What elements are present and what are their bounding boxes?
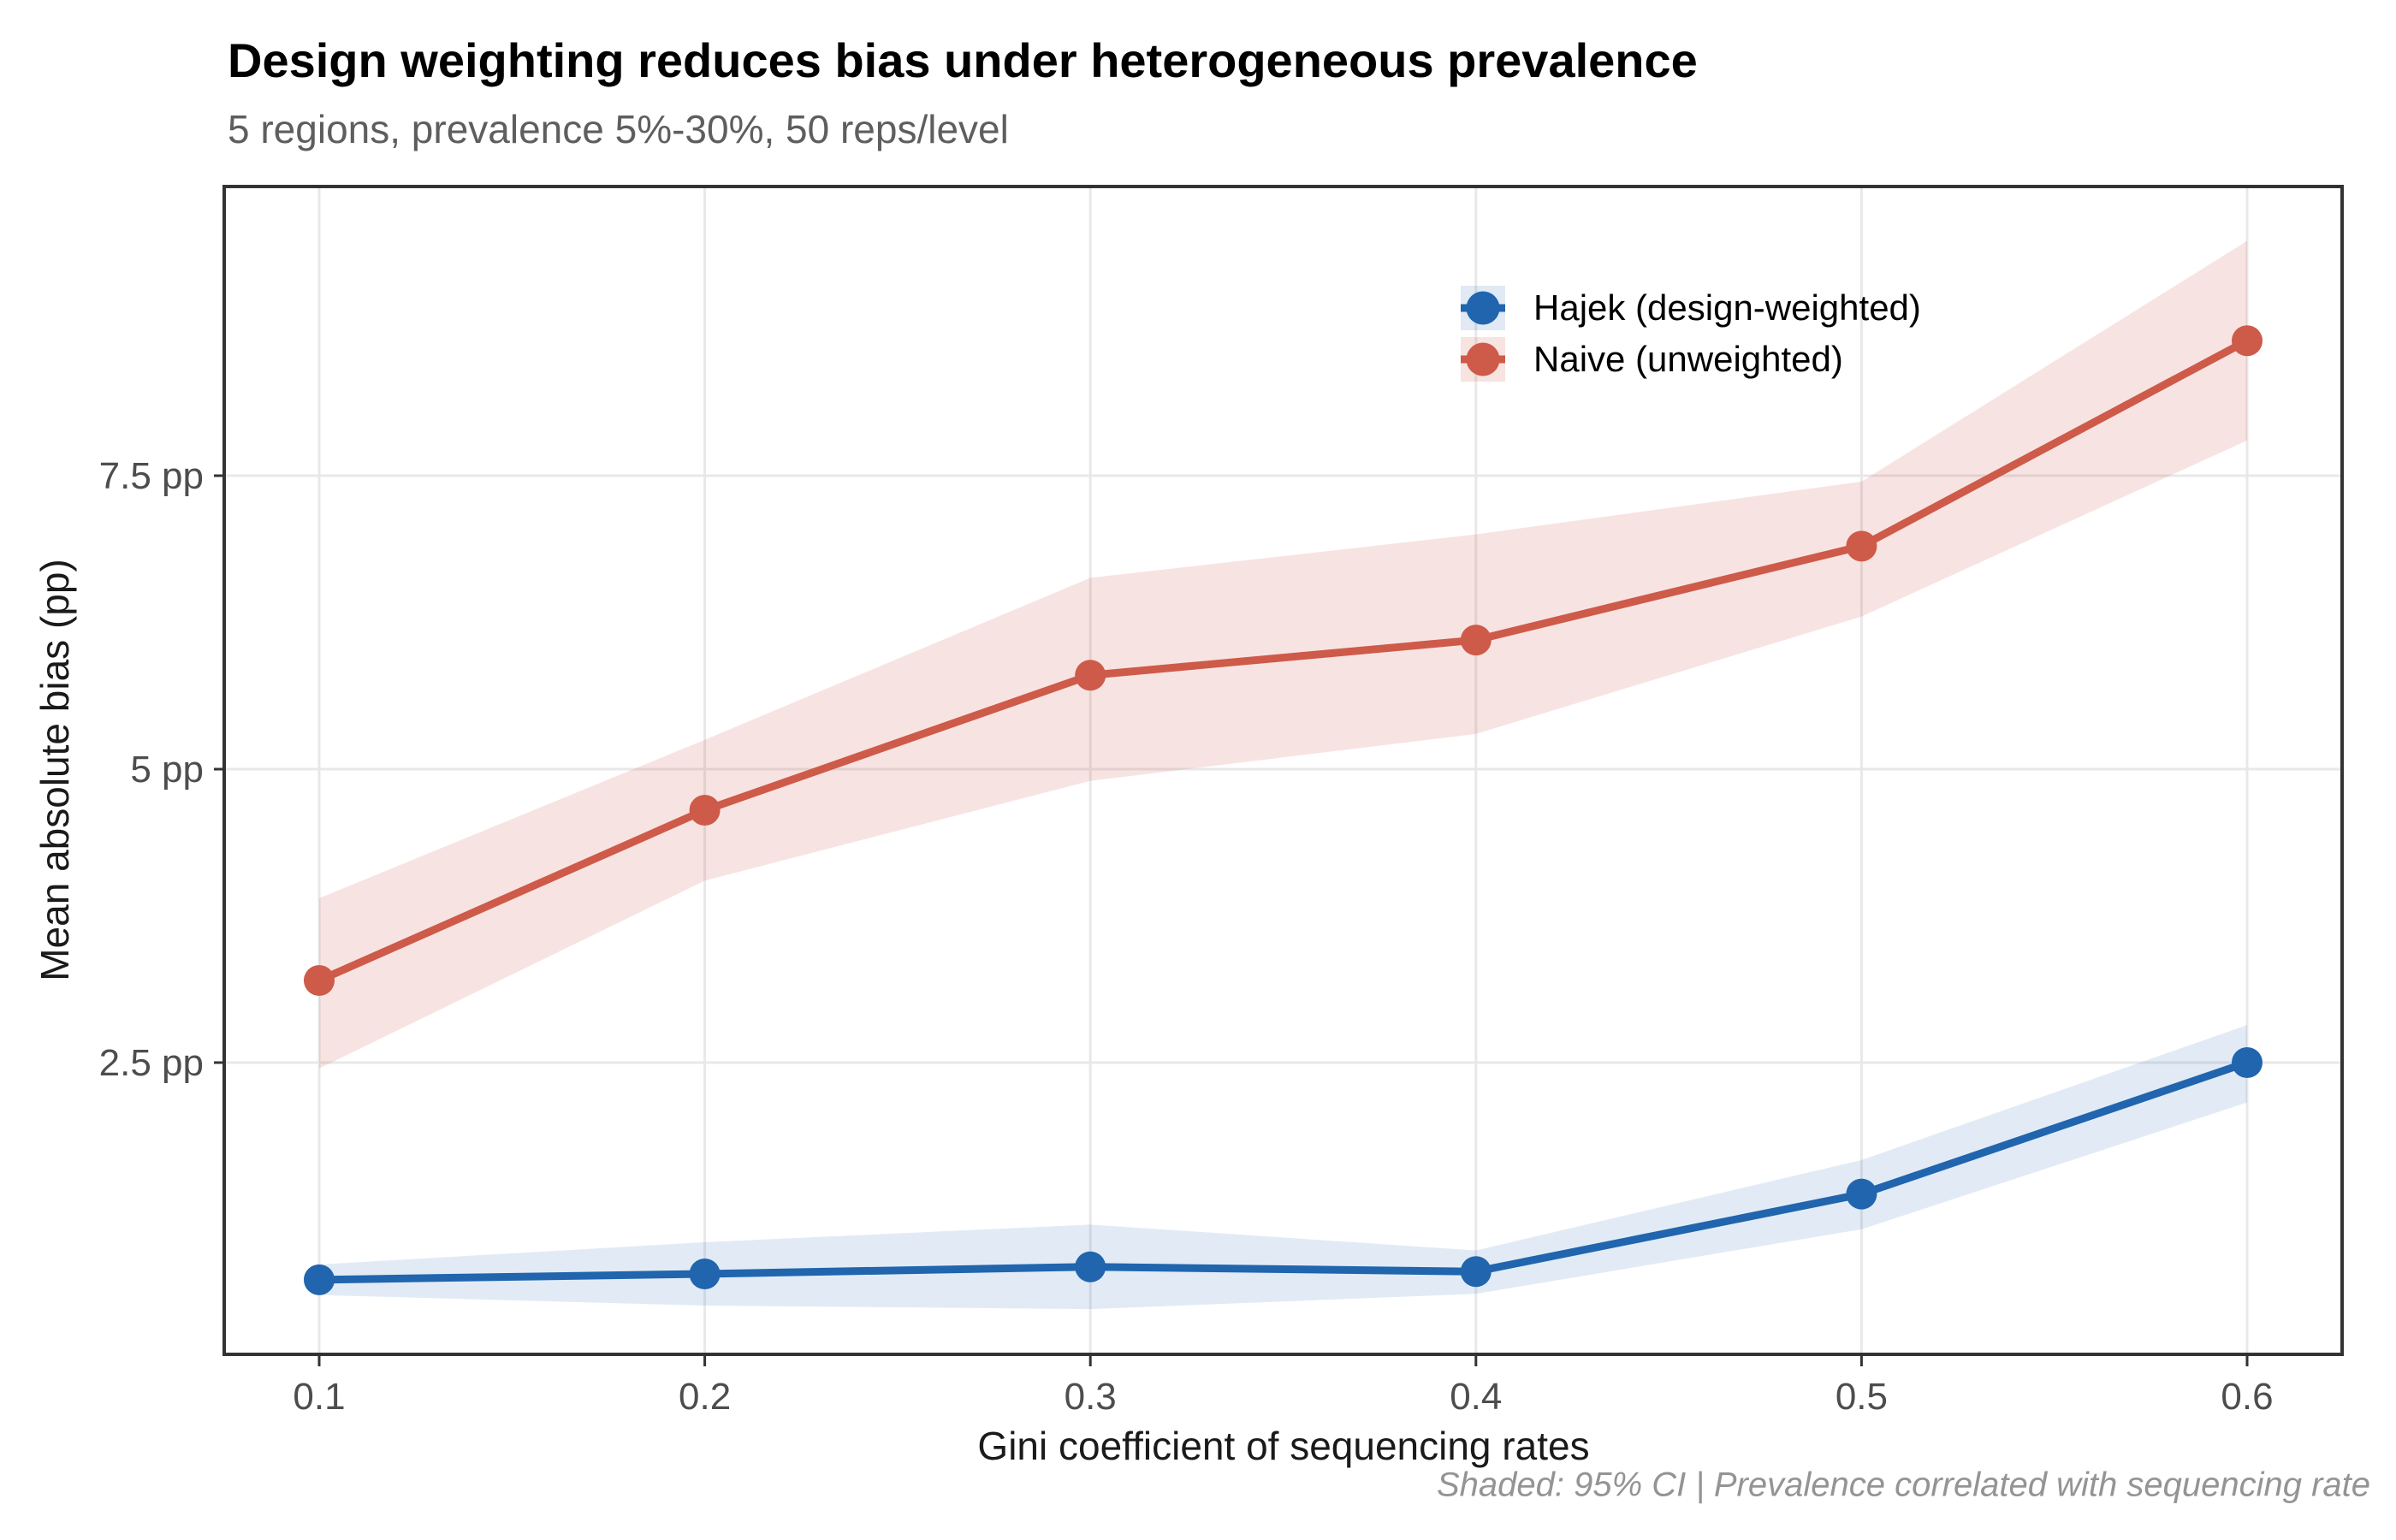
- plot-title: Design weighting reduces bias under hete…: [228, 33, 1698, 87]
- x-axis-title: Gini coefficient of sequencing rates: [977, 1424, 1590, 1468]
- data-point-hajek-0.2: [689, 1258, 721, 1289]
- data-point-hajek-0.1: [304, 1264, 335, 1295]
- data-point-naive-0.4: [1460, 625, 1492, 656]
- y-tick-label-7.5: 7.5 pp: [99, 455, 204, 497]
- x-tick-label-0.6: 0.6: [2221, 1376, 2273, 1418]
- legend-label-naive: Naive (unweighted): [1533, 339, 1843, 379]
- trend-line-hajek: [315, 1058, 2251, 1284]
- y-axis-title: Mean absolute bias (pp): [33, 559, 77, 981]
- legend-point-icon: [1466, 342, 1500, 376]
- data-point-naive-0.3: [1075, 660, 1106, 691]
- legend-key-hajek: [1461, 286, 1505, 330]
- legend: Hajek (design-weighted) Naive (unweighte…: [1461, 286, 1921, 388]
- x-tick-label-0.2: 0.2: [679, 1376, 731, 1418]
- data-point-naive-0.5: [1846, 530, 1877, 562]
- data-point-hajek-0.5: [1846, 1178, 1877, 1210]
- x-tick-label-0.4: 0.4: [1450, 1376, 1502, 1418]
- plot-caption: Shaded: 95% CI | Prevalence correlated w…: [1436, 1466, 2370, 1504]
- legend-entry-naive: Naive (unweighted): [1461, 337, 1921, 382]
- data-point-hajek-0.6: [2232, 1047, 2263, 1078]
- data-point-naive-0.1: [304, 964, 335, 996]
- x-tick-label-0.5: 0.5: [1836, 1376, 1888, 1418]
- legend-key-naive: [1461, 337, 1505, 382]
- x-tick-label-0.3: 0.3: [1065, 1376, 1117, 1418]
- ci-ribbon-hajek: [319, 1025, 2247, 1310]
- trend-line-naive: [315, 336, 2251, 985]
- legend-point-icon: [1466, 291, 1500, 325]
- y-tick-label-2.5: 2.5 pp: [99, 1042, 204, 1084]
- y-tick-label-5: 5 pp: [130, 749, 204, 791]
- data-point-hajek-0.3: [1075, 1251, 1106, 1282]
- x-tick-label-0.1: 0.1: [293, 1376, 345, 1418]
- data-point-naive-0.2: [689, 795, 721, 826]
- data-point-hajek-0.4: [1460, 1256, 1492, 1288]
- plot-subtitle: 5 regions, prevalence 5%-30%, 50 reps/le…: [228, 107, 1009, 151]
- legend-entry-hajek: Hajek (design-weighted): [1461, 286, 1921, 330]
- legend-label-hajek: Hajek (design-weighted): [1533, 287, 1921, 328]
- data-point-naive-0.6: [2232, 325, 2263, 357]
